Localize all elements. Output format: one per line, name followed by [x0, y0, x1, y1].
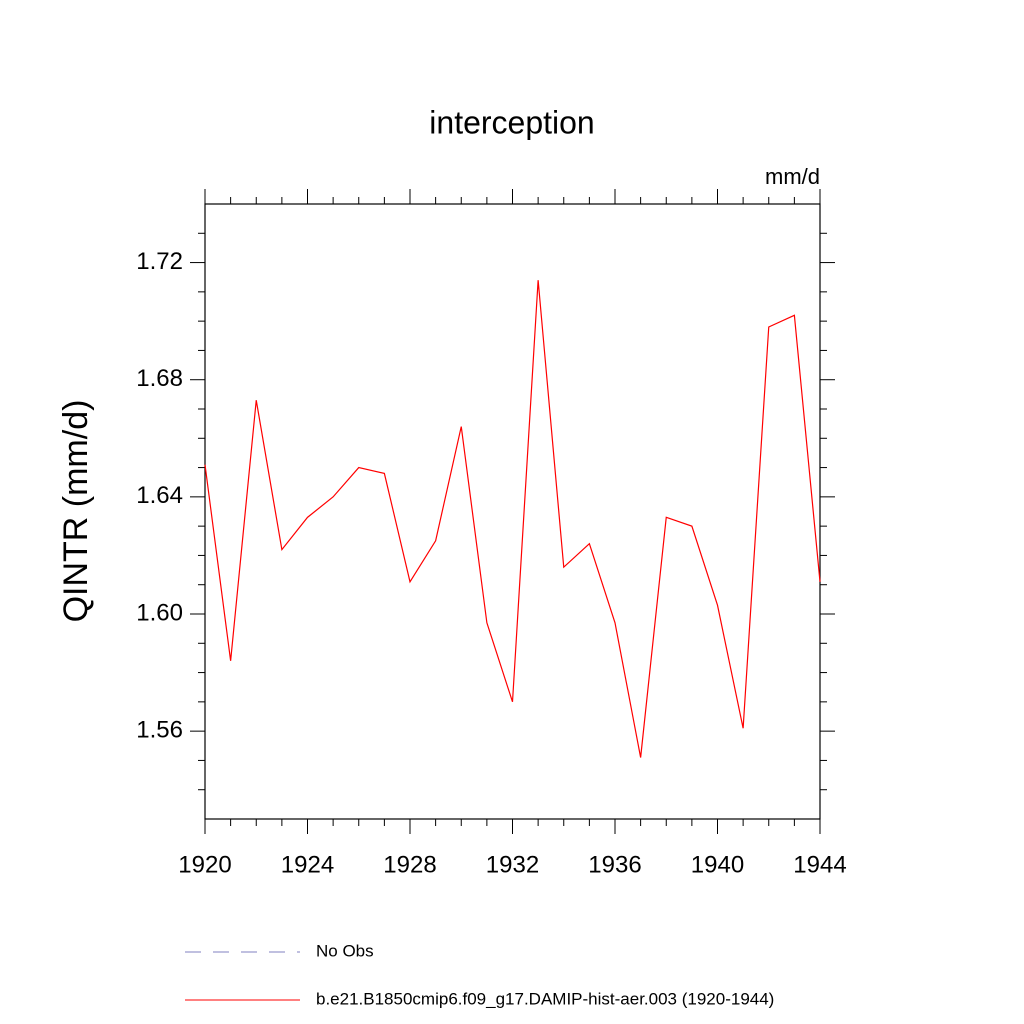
- y-tick-label: 1.68: [136, 365, 183, 392]
- x-tick-label: 1924: [281, 851, 334, 878]
- x-tick-label: 1920: [178, 851, 231, 878]
- y-tick-label: 1.64: [136, 482, 183, 509]
- x-tick-label: 1936: [588, 851, 641, 878]
- legend-label: b.e21.B1850cmip6.f09_g17.DAMIP-hist-aer.…: [316, 989, 774, 1008]
- x-tick-label: 1932: [486, 851, 539, 878]
- chart-title: interception: [429, 104, 594, 140]
- x-tick-label: 1940: [691, 851, 744, 878]
- x-tick-label: 1944: [793, 851, 846, 878]
- line-series: [204, 280, 821, 758]
- y-tick-label: 1.72: [136, 248, 183, 275]
- legend-label: No Obs: [316, 941, 374, 960]
- x-tick-label: 1928: [383, 851, 436, 878]
- y-tick-label: 1.56: [136, 716, 183, 743]
- units: mm/d: [765, 164, 820, 189]
- y-tick-label: 1.60: [136, 599, 183, 626]
- plot-frame: [204, 203, 821, 820]
- y-axis-label: QINTR (mm/d): [57, 400, 95, 623]
